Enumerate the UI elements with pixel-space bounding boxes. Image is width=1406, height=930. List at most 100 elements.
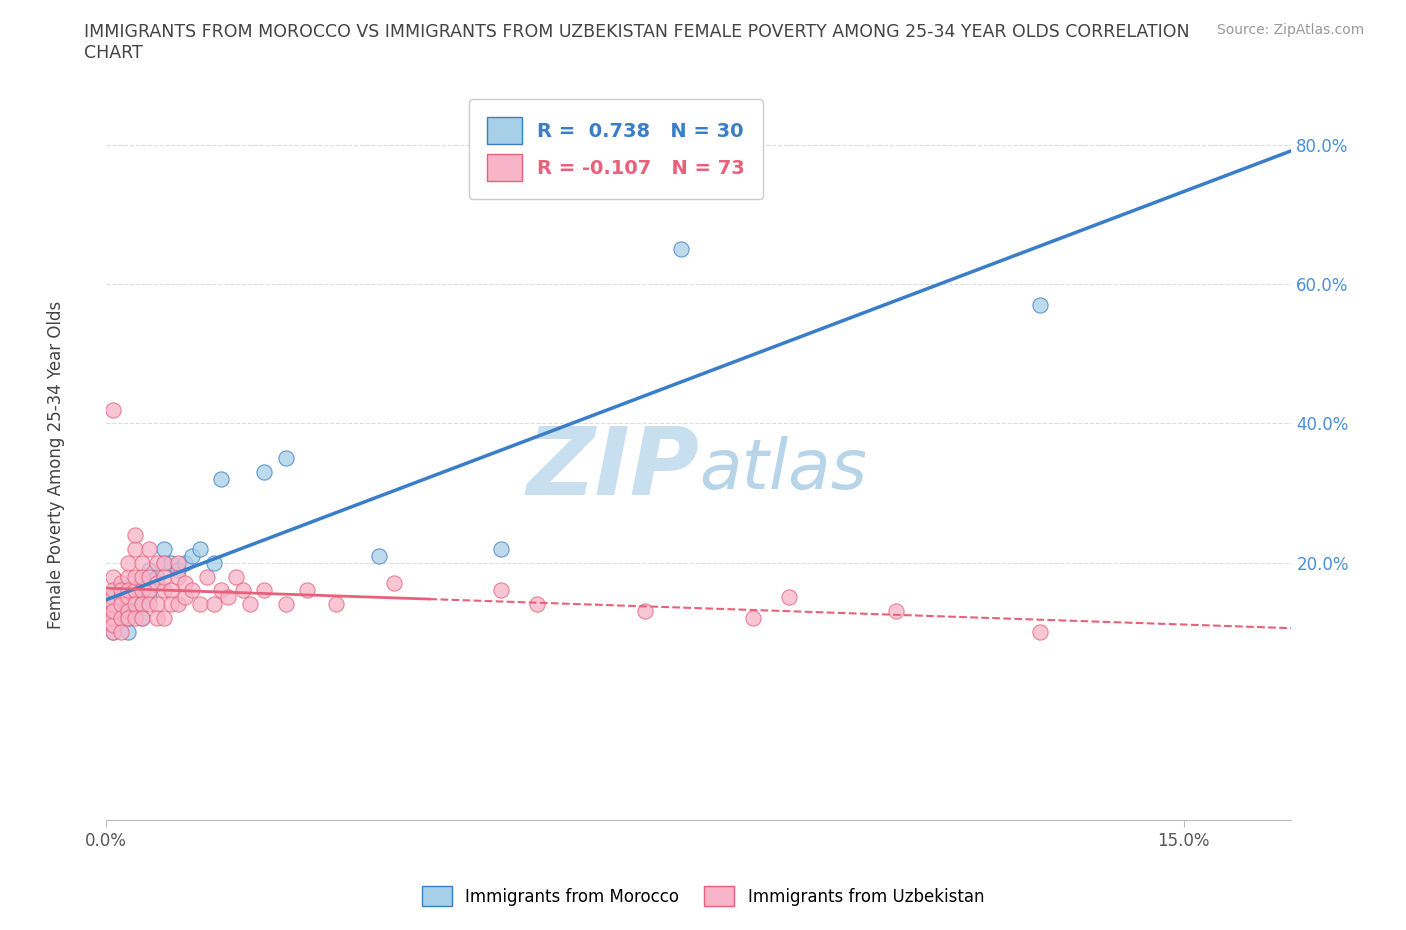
Point bbox=[145, 576, 167, 591]
Point bbox=[274, 451, 297, 466]
Text: atlas: atlas bbox=[699, 436, 868, 503]
Point bbox=[117, 597, 139, 612]
Point bbox=[188, 541, 211, 556]
Point bbox=[117, 590, 139, 604]
Point bbox=[124, 527, 146, 542]
Point bbox=[110, 597, 132, 612]
Point bbox=[117, 611, 139, 626]
Point bbox=[124, 611, 146, 626]
Point bbox=[174, 576, 197, 591]
Point bbox=[232, 583, 254, 598]
Point bbox=[131, 597, 153, 612]
Point bbox=[491, 541, 513, 556]
Point bbox=[124, 569, 146, 584]
Point bbox=[110, 611, 132, 626]
Point bbox=[167, 562, 190, 577]
Point bbox=[103, 611, 125, 626]
Point bbox=[124, 541, 146, 556]
Point bbox=[103, 597, 125, 612]
Point bbox=[103, 604, 125, 618]
Point bbox=[491, 583, 513, 598]
Legend: R =  0.738   N = 30, R = -0.107   N = 73: R = 0.738 N = 30, R = -0.107 N = 73 bbox=[470, 100, 762, 199]
Point bbox=[181, 583, 204, 598]
Point bbox=[145, 555, 167, 570]
Point bbox=[138, 541, 160, 556]
Point bbox=[138, 583, 160, 598]
Point bbox=[131, 583, 153, 598]
Point bbox=[110, 576, 132, 591]
Point bbox=[325, 597, 347, 612]
Legend: Immigrants from Morocco, Immigrants from Uzbekistan: Immigrants from Morocco, Immigrants from… bbox=[415, 880, 991, 912]
Point bbox=[1029, 298, 1052, 312]
Point bbox=[382, 576, 405, 591]
Point bbox=[253, 583, 276, 598]
Point bbox=[145, 569, 167, 584]
Point bbox=[131, 569, 153, 584]
Point bbox=[209, 472, 232, 486]
Point bbox=[103, 590, 125, 604]
Point bbox=[138, 569, 160, 584]
Point bbox=[274, 597, 297, 612]
Point bbox=[110, 611, 132, 626]
Point bbox=[167, 597, 190, 612]
Point bbox=[117, 555, 139, 570]
Point bbox=[152, 555, 174, 570]
Text: Female Poverty Among 25-34 Year Olds: Female Poverty Among 25-34 Year Olds bbox=[48, 301, 65, 629]
Point bbox=[131, 555, 153, 570]
Point bbox=[167, 555, 190, 570]
Point bbox=[124, 597, 146, 612]
Point bbox=[117, 583, 139, 598]
Point bbox=[253, 465, 276, 480]
Point bbox=[131, 597, 153, 612]
Point bbox=[634, 604, 657, 618]
Point bbox=[225, 569, 247, 584]
Point bbox=[526, 597, 548, 612]
Point bbox=[174, 590, 197, 604]
Point bbox=[124, 590, 146, 604]
Point bbox=[886, 604, 908, 618]
Point bbox=[152, 569, 174, 584]
Point bbox=[152, 583, 174, 598]
Point bbox=[209, 583, 232, 598]
Point bbox=[152, 611, 174, 626]
Point bbox=[117, 625, 139, 640]
Point bbox=[368, 548, 391, 563]
Point bbox=[138, 590, 160, 604]
Point bbox=[131, 576, 153, 591]
Point bbox=[152, 541, 174, 556]
Point bbox=[174, 555, 197, 570]
Point bbox=[117, 604, 139, 618]
Point bbox=[181, 548, 204, 563]
Point bbox=[160, 583, 183, 598]
Point bbox=[110, 590, 132, 604]
Point bbox=[152, 555, 174, 570]
Text: ZIP: ZIP bbox=[526, 423, 699, 515]
Point bbox=[741, 611, 763, 626]
Point bbox=[103, 402, 125, 417]
Point bbox=[110, 625, 132, 640]
Point bbox=[131, 611, 153, 626]
Text: Source: ZipAtlas.com: Source: ZipAtlas.com bbox=[1216, 23, 1364, 37]
Point bbox=[131, 611, 153, 626]
Point bbox=[117, 569, 139, 584]
Point bbox=[103, 604, 125, 618]
Point bbox=[160, 597, 183, 612]
Point bbox=[103, 625, 125, 640]
Point bbox=[239, 597, 262, 612]
Point bbox=[145, 597, 167, 612]
Point bbox=[103, 583, 125, 598]
Point bbox=[202, 555, 225, 570]
Point bbox=[110, 583, 132, 598]
Point bbox=[669, 242, 692, 257]
Point bbox=[103, 569, 125, 584]
Point bbox=[124, 604, 146, 618]
Point bbox=[103, 625, 125, 640]
Point bbox=[145, 611, 167, 626]
Point bbox=[1029, 625, 1052, 640]
Point bbox=[188, 597, 211, 612]
Point bbox=[202, 597, 225, 612]
Point bbox=[167, 569, 190, 584]
Point bbox=[138, 597, 160, 612]
Point bbox=[103, 604, 125, 618]
Point bbox=[297, 583, 319, 598]
